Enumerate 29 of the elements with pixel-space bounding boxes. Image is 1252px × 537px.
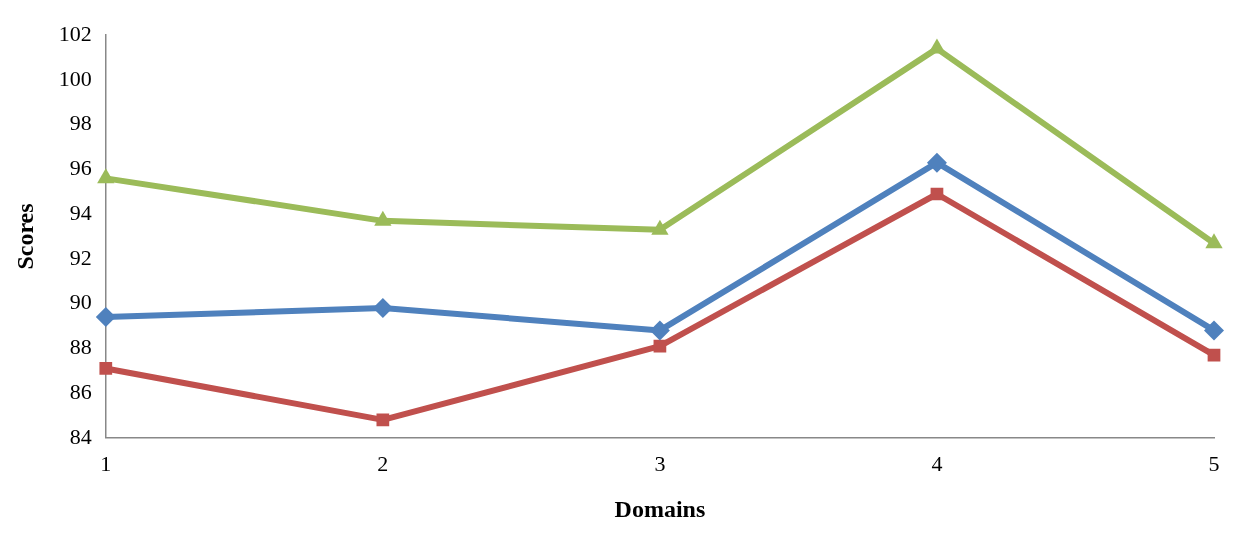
point — [1205, 233, 1223, 249]
x-axis-title: Domains — [614, 495, 706, 522]
point — [651, 219, 669, 235]
y-tick-label: 86 — [69, 378, 92, 404]
y-tick-label: 92 — [69, 244, 92, 270]
point — [1204, 320, 1224, 341]
x-tick-label: 5 — [1208, 450, 1220, 476]
point — [99, 362, 113, 375]
x-tick-label: 1 — [100, 450, 112, 476]
point — [95, 307, 116, 328]
y-tick-label: 94 — [69, 199, 92, 225]
y-tick-label: 98 — [69, 110, 92, 136]
y-tick-label: 102 — [58, 20, 92, 46]
y-tick-label: 100 — [58, 65, 92, 91]
y-axis-title: Scores — [11, 203, 38, 270]
point — [374, 210, 392, 226]
x-tick-label: 3 — [654, 450, 666, 476]
y-tick-label: 84 — [69, 423, 92, 449]
x-tick-label: 2 — [377, 450, 389, 476]
point — [376, 413, 390, 427]
y-tick-label: 88 — [69, 334, 92, 360]
y-tick-label: 96 — [69, 155, 92, 181]
point — [649, 320, 670, 341]
y-tick-label: 90 — [69, 289, 92, 315]
point — [372, 298, 393, 319]
point — [926, 152, 947, 173]
x-tick-label: 4 — [931, 450, 943, 476]
point — [97, 168, 115, 184]
point — [928, 38, 946, 54]
